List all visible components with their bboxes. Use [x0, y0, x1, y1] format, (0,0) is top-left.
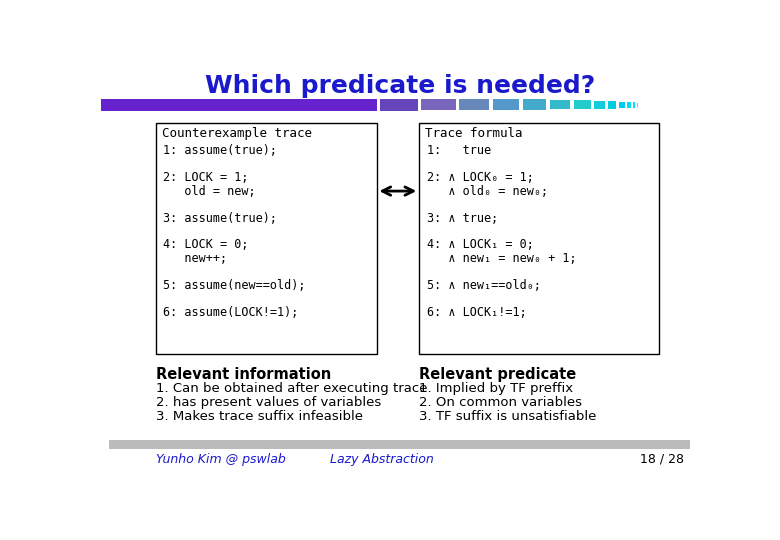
Text: new++;: new++;: [163, 252, 228, 265]
Text: 4: LOCK = 0;: 4: LOCK = 0;: [163, 239, 249, 252]
Text: 5: assume(new==old);: 5: assume(new==old);: [163, 279, 306, 292]
Text: 2: LOCK = 1;: 2: LOCK = 1;: [163, 171, 249, 184]
Bar: [633, 102, 636, 107]
Text: 2. has present values of variables: 2. has present values of variables: [156, 396, 381, 409]
Bar: [608, 101, 616, 109]
Text: 6: ∧ LOCK₁!=1;: 6: ∧ LOCK₁!=1;: [427, 306, 526, 319]
Bar: [627, 102, 631, 108]
Text: Which predicate is needed?: Which predicate is needed?: [204, 75, 595, 98]
Bar: [637, 103, 639, 107]
Bar: [523, 99, 546, 110]
Text: ∧ new₁ = new₀ + 1;: ∧ new₁ = new₀ + 1;: [427, 252, 576, 265]
Text: 3: assume(true);: 3: assume(true);: [163, 212, 278, 225]
Text: 1. Implied by TF preffix: 1. Implied by TF preffix: [419, 382, 573, 395]
Text: ∧ old₀ = new₀;: ∧ old₀ = new₀;: [427, 185, 548, 198]
Bar: [550, 100, 570, 110]
Bar: [381, 99, 417, 111]
Bar: [101, 99, 377, 111]
Text: 4: ∧ LOCK₁ = 0;: 4: ∧ LOCK₁ = 0;: [427, 239, 534, 252]
Bar: [419, 123, 659, 354]
Bar: [459, 99, 489, 110]
Text: 3: ∧ true;: 3: ∧ true;: [427, 212, 498, 225]
Text: 18 / 28: 18 / 28: [640, 453, 684, 465]
Bar: [156, 123, 377, 354]
Text: Relevant information: Relevant information: [156, 367, 331, 382]
Text: 3. TF suffix is unsatisfiable: 3. TF suffix is unsatisfiable: [419, 410, 597, 423]
Text: 6: assume(LOCK!=1);: 6: assume(LOCK!=1);: [163, 306, 299, 319]
Bar: [619, 102, 625, 108]
Bar: [574, 100, 591, 110]
Bar: [493, 99, 519, 110]
Text: 1:   true: 1: true: [427, 144, 491, 157]
Text: old = new;: old = new;: [163, 185, 256, 198]
Text: Lazy Abstraction: Lazy Abstraction: [330, 453, 434, 465]
Text: 3. Makes trace suffix infeasible: 3. Makes trace suffix infeasible: [156, 410, 363, 423]
Bar: [421, 99, 456, 110]
Text: 2. On common variables: 2. On common variables: [419, 396, 582, 409]
Text: 1. Can be obtained after executing trace: 1. Can be obtained after executing trace: [156, 382, 427, 395]
Bar: [109, 440, 690, 449]
Bar: [594, 101, 605, 109]
Text: 5: ∧ new₁==old₀;: 5: ∧ new₁==old₀;: [427, 279, 541, 292]
Text: Relevant predicate: Relevant predicate: [419, 367, 576, 382]
Text: 1: assume(true);: 1: assume(true);: [163, 144, 278, 157]
Text: Trace formula: Trace formula: [425, 127, 523, 140]
Text: Counterexample trace: Counterexample trace: [161, 127, 312, 140]
Text: 2: ∧ LOCK₀ = 1;: 2: ∧ LOCK₀ = 1;: [427, 171, 534, 184]
Text: Yunho Kim @ pswlab: Yunho Kim @ pswlab: [156, 453, 285, 465]
